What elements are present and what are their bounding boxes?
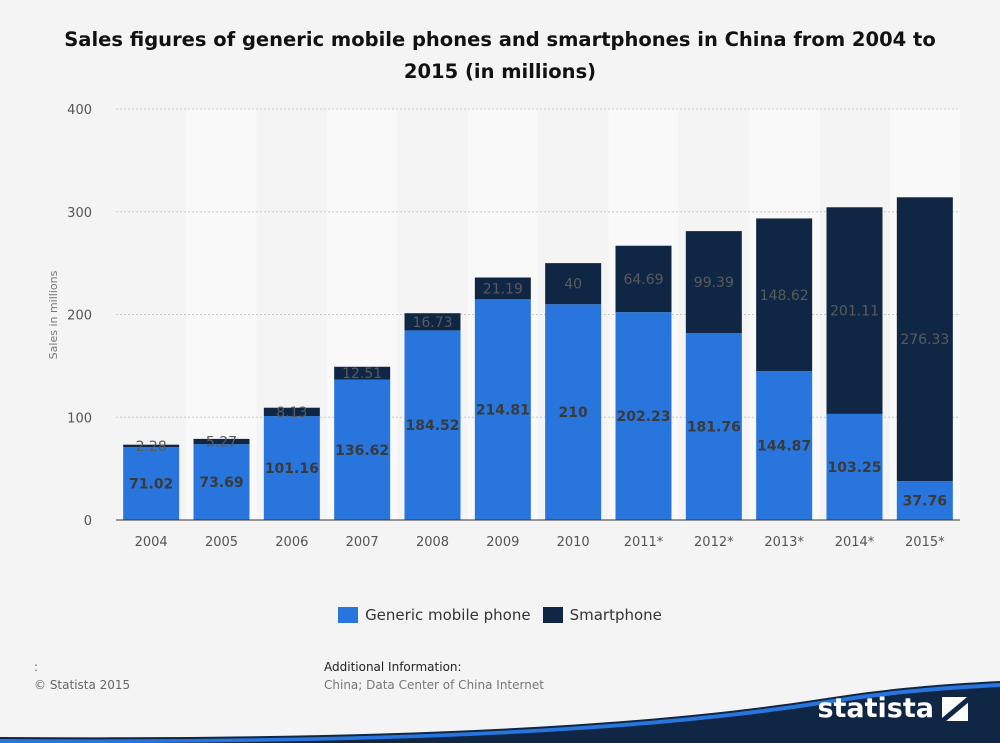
bar-smartphone — [545, 263, 602, 305]
bar-generic — [756, 371, 813, 520]
chart-area: 0 100 200 300 400 71.02 2.28 73.69 5.27 101.16 8.… — [47, 103, 960, 550]
brand-wave — [0, 681, 1000, 743]
copyright-text[interactable]: © Statista 2015 — [34, 678, 131, 692]
grid-lines — [116, 108, 960, 418]
data-label-generic: 210 — [559, 405, 588, 421]
legend-swatch-generic — [338, 607, 359, 623]
bar-generic — [123, 447, 180, 520]
y-tick-label: 0 — [84, 514, 92, 529]
legend-swatch-smartphone — [542, 607, 563, 623]
bar-generic — [193, 444, 250, 520]
x-tick-label: 2004 — [135, 535, 168, 550]
bar-smartphone — [615, 245, 672, 313]
data-label-generic: 181.76 — [687, 420, 741, 436]
data-label-generic: 71.02 — [129, 477, 173, 493]
bar-generic — [404, 330, 461, 520]
x-tick-label: 2009 — [486, 535, 519, 550]
y-tick-label: 400 — [67, 103, 92, 118]
data-label-smartphone: 21.19 — [483, 281, 523, 297]
bar-generic — [334, 379, 391, 520]
legend-item-generic[interactable]: Generic mobile phone — [338, 606, 531, 624]
x-tick-label: 2014* — [835, 535, 875, 550]
data-label-smartphone: 12.51 — [342, 366, 382, 382]
data-labels: 71.02 2.28 73.69 5.27 101.16 8.13 136.62 12.51 1… — [129, 272, 949, 510]
data-label-generic: 214.81 — [476, 403, 530, 419]
data-label-generic: 101.16 — [265, 461, 319, 477]
data-label-generic: 103.25 — [827, 460, 881, 476]
x-tick-label: 2011* — [624, 535, 664, 550]
x-tick-label: 2012* — [694, 535, 734, 550]
bar-smartphone — [896, 197, 953, 482]
bar-smartphone — [474, 277, 531, 300]
x-tick-label: 2010 — [557, 535, 590, 550]
chart-title: Sales figures of generic mobile phones a… — [64, 28, 936, 83]
data-label-generic: 73.69 — [199, 475, 243, 491]
source-colon: : — [34, 660, 39, 674]
bar-generic — [826, 413, 883, 520]
x-tick-label: 2007 — [346, 535, 379, 550]
data-label-smartphone: 2.28 — [136, 439, 167, 455]
data-label-smartphone: 40 — [564, 277, 582, 293]
data-label-smartphone: 5.27 — [206, 435, 237, 451]
legend-label-generic: Generic mobile phone — [365, 606, 531, 624]
bar-generic — [263, 416, 320, 520]
data-label-generic: 37.76 — [903, 494, 947, 510]
bar-smartphone — [404, 313, 461, 331]
bar-smartphone — [263, 407, 320, 417]
data-label-generic: 144.87 — [757, 439, 811, 455]
data-label-smartphone: 148.62 — [760, 288, 809, 304]
statista-logo-icon — [942, 696, 968, 721]
legend: Generic mobile phone Smartphone — [0, 606, 1000, 624]
bar-generic — [545, 304, 602, 520]
y-axis-ticks: 0 100 200 300 400 — [67, 103, 92, 529]
data-label-generic: 136.62 — [335, 443, 389, 459]
bar-smartphone — [193, 438, 250, 445]
data-label-smartphone: 99.39 — [694, 275, 734, 291]
data-label-generic: 184.52 — [405, 418, 459, 434]
data-label-generic: 202.23 — [616, 409, 670, 425]
x-tick-label: 2013* — [764, 535, 804, 550]
bar-generic — [615, 312, 672, 520]
brand-name: statista — [817, 693, 934, 724]
y-tick-label: 200 — [67, 309, 92, 324]
data-label-smartphone: 276.33 — [900, 332, 949, 348]
data-label-smartphone: 8.13 — [276, 405, 307, 421]
legend-item-smartphone[interactable]: Smartphone — [542, 606, 662, 624]
bar-generic — [685, 333, 742, 520]
bar-smartphone — [334, 366, 391, 380]
y-axis-label: Sales in millions — [47, 270, 60, 359]
y-tick-label: 100 — [67, 411, 92, 426]
x-axis-ticks: 2004 2005 2006 2007 2008 2009 2010 2011* 2012* 20… — [135, 535, 946, 550]
x-tick-label: 2005 — [205, 535, 238, 550]
legend-label-smartphone: Smartphone — [569, 606, 662, 624]
additional-info-text: China; Data Center of China Internet — [324, 678, 544, 692]
y-tick-label: 300 — [67, 206, 92, 221]
data-label-smartphone: 201.11 — [830, 304, 879, 320]
additional-info-heading: Additional Information: — [324, 660, 462, 674]
additional-info: Additional Information: China; Data Cent… — [324, 658, 544, 694]
bar-generic — [474, 299, 531, 520]
x-tick-label: 2008 — [416, 535, 449, 550]
bar-smartphone — [826, 207, 883, 414]
bar-smartphone — [123, 444, 180, 448]
bar-smartphone — [685, 231, 742, 334]
bar-generic — [896, 481, 953, 520]
x-tick-label: 2006 — [275, 535, 308, 550]
statista-logo[interactable]: statista — [817, 693, 968, 724]
data-label-smartphone: 64.69 — [623, 272, 663, 288]
x-tick-label: 2015* — [905, 535, 945, 550]
source-block: : © Statista 2015 — [34, 658, 130, 694]
bars — [123, 197, 953, 520]
data-label-smartphone: 16.73 — [412, 315, 452, 331]
bar-smartphone — [756, 218, 813, 372]
